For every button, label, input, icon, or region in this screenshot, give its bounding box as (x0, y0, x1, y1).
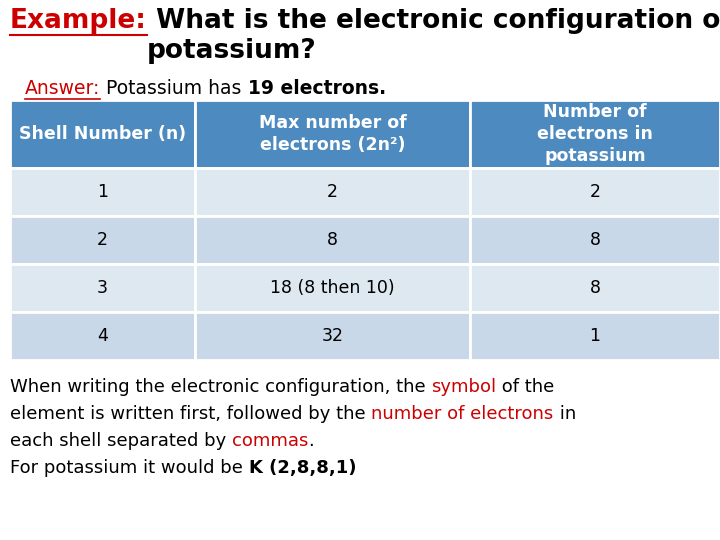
FancyBboxPatch shape (195, 264, 470, 312)
Text: Answer:: Answer: (25, 79, 100, 98)
FancyBboxPatch shape (470, 312, 720, 360)
FancyBboxPatch shape (195, 312, 470, 360)
FancyBboxPatch shape (470, 168, 720, 216)
Text: .: . (308, 432, 314, 450)
FancyBboxPatch shape (10, 264, 195, 312)
Text: each shell separated by: each shell separated by (10, 432, 232, 450)
Text: number of electrons: number of electrons (372, 405, 554, 423)
Text: 1: 1 (590, 327, 600, 345)
Text: symbol: symbol (431, 378, 497, 396)
Text: 18 (8 then 10): 18 (8 then 10) (270, 279, 395, 297)
Text: 1: 1 (97, 183, 108, 201)
FancyBboxPatch shape (470, 100, 720, 168)
Text: When writing the electronic configuration, the: When writing the electronic configuratio… (10, 378, 431, 396)
Text: 2: 2 (590, 183, 600, 201)
Text: Shell Number (n): Shell Number (n) (19, 125, 186, 143)
Text: 19 electrons.: 19 electrons. (248, 79, 386, 98)
Text: Number of
electrons in
potassium: Number of electrons in potassium (537, 103, 653, 165)
FancyBboxPatch shape (10, 216, 195, 264)
Text: For potassium it would be: For potassium it would be (10, 459, 248, 477)
Text: of the: of the (497, 378, 554, 396)
Text: in: in (554, 405, 576, 423)
Text: 2: 2 (327, 183, 338, 201)
FancyBboxPatch shape (195, 100, 470, 168)
Text: element is written first, followed by the: element is written first, followed by th… (10, 405, 372, 423)
Text: 32: 32 (322, 327, 343, 345)
FancyBboxPatch shape (195, 168, 470, 216)
FancyBboxPatch shape (195, 216, 470, 264)
FancyBboxPatch shape (470, 216, 720, 264)
FancyBboxPatch shape (10, 100, 195, 168)
Text: 4: 4 (97, 327, 108, 345)
Text: 8: 8 (590, 279, 600, 297)
Text: Potassium has: Potassium has (100, 79, 248, 98)
Text: 2: 2 (97, 231, 108, 249)
Text: What is the electronic configuration of
potassium?: What is the electronic configuration of … (147, 8, 720, 64)
FancyBboxPatch shape (10, 312, 195, 360)
Text: Max number of
electrons (2n²): Max number of electrons (2n²) (258, 114, 406, 154)
Text: Example:: Example: (10, 8, 147, 34)
FancyBboxPatch shape (470, 264, 720, 312)
Text: commas: commas (232, 432, 308, 450)
Text: K (2,8,8,1): K (2,8,8,1) (248, 459, 356, 477)
Text: 3: 3 (97, 279, 108, 297)
Text: 8: 8 (590, 231, 600, 249)
Text: 8: 8 (327, 231, 338, 249)
FancyBboxPatch shape (10, 168, 195, 216)
